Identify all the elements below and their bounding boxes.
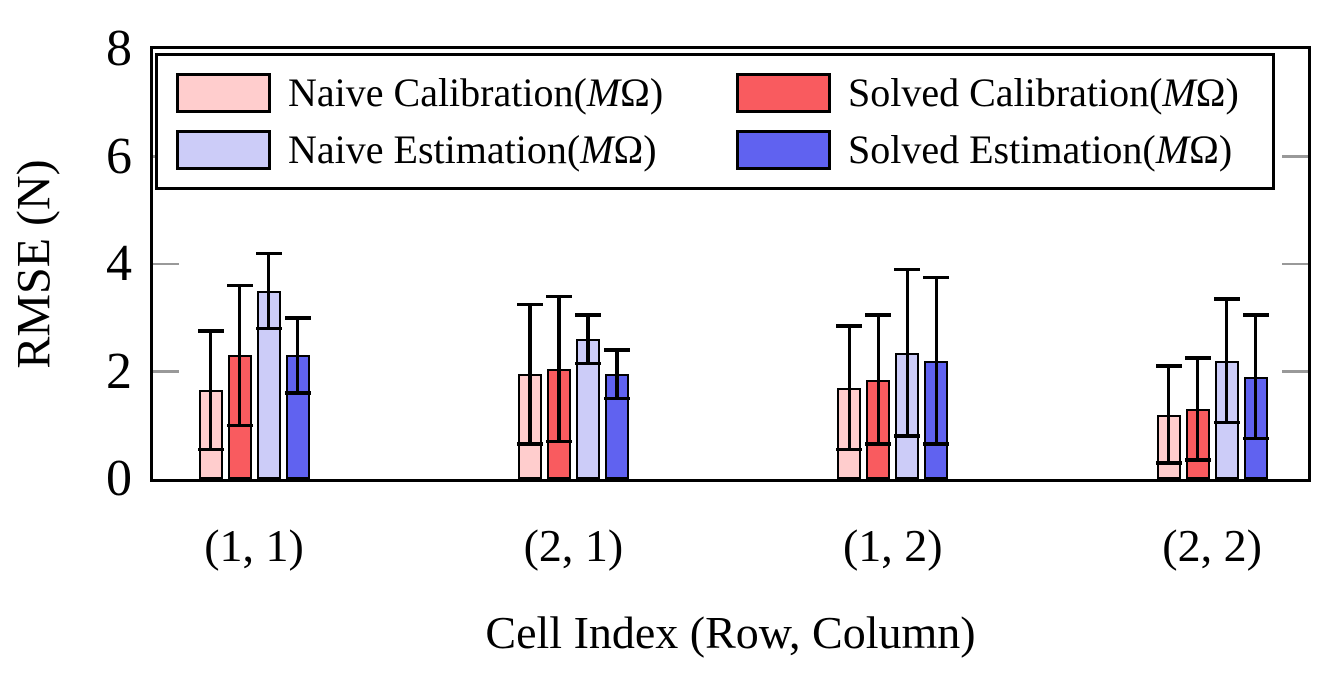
error-bar-cap-bottom	[1242, 436, 1269, 441]
error-bar-cap-top	[894, 267, 921, 272]
y-tick-label: 4	[106, 235, 132, 292]
legend-label: Naive Calibration(MΩ)	[288, 70, 664, 115]
error-bar-cap-top	[923, 275, 950, 280]
y-tick-label: 6	[106, 127, 132, 185]
y-tick-mark-right	[1282, 370, 1308, 373]
legend-swatch	[736, 73, 831, 113]
y-tick-label: 8	[106, 20, 132, 77]
y-tick-mark-left	[153, 262, 179, 266]
error-bar-cap-bottom	[894, 434, 921, 438]
error-bar-cap-top	[1155, 364, 1182, 368]
plot-area: Naive Calibration(MΩ) Solved Calibration(…	[150, 46, 1311, 482]
error-bar-line	[615, 350, 619, 399]
error-bar-line	[1195, 358, 1200, 461]
error-bar-line	[586, 315, 590, 364]
error-bar-cap-top	[226, 283, 253, 288]
error-bar-cap-top	[574, 313, 601, 317]
error-bar-cap-bottom	[226, 423, 253, 427]
x-tick-label: (1, 1)	[204, 520, 304, 571]
error-bar-cap-bottom	[923, 442, 950, 446]
error-bar-cap-top	[1242, 313, 1269, 317]
error-bar-cap-top	[603, 348, 630, 352]
legend-label: Solved Calibration(MΩ)	[848, 70, 1239, 115]
error-bar-cap-top	[545, 294, 572, 298]
error-bar-cap-top	[1184, 356, 1211, 360]
error-bar-cap-bottom	[1184, 458, 1211, 462]
error-bar-line	[905, 269, 910, 436]
x-tick-label: (1, 2)	[842, 520, 943, 571]
error-bar-line	[934, 277, 939, 445]
legend-item: Naive Estimation(MΩ)	[176, 130, 736, 170]
error-bar-line	[557, 296, 561, 442]
error-bar-cap-bottom	[516, 442, 543, 446]
error-bar-cap-bottom	[836, 447, 863, 452]
legend-item: Naive Calibration(MΩ)	[176, 73, 736, 113]
error-bar-line	[295, 317, 300, 393]
error-bar-line	[266, 253, 271, 329]
error-bar-line	[847, 325, 852, 450]
legend-swatch	[176, 130, 271, 170]
legend-label: Solved Estimation(MΩ)	[848, 127, 1233, 172]
error-bar-cap-top	[865, 313, 892, 317]
error-bar-cap-bottom	[1155, 461, 1182, 465]
legend-swatch	[176, 73, 271, 113]
x-axis-title: Cell Index (Row, Column)	[485, 607, 976, 658]
error-bar-cap-top	[1213, 297, 1240, 301]
legend: Naive Calibration(MΩ) Solved Calibration(…	[155, 53, 1275, 190]
error-bar-line	[1224, 298, 1229, 423]
error-bar-cap-bottom	[545, 439, 572, 444]
y-tick-mark-right	[1282, 262, 1308, 266]
error-bar-cap-bottom	[574, 361, 601, 366]
x-tick-label: (2, 2)	[1162, 520, 1262, 571]
error-bar-cap-bottom	[197, 447, 224, 452]
legend-item: Solved Estimation(MΩ)	[736, 130, 1290, 170]
error-bar-line	[876, 315, 881, 445]
error-bar-cap-top	[836, 324, 863, 328]
y-tick-label: 0	[106, 450, 132, 507]
error-bar-line	[528, 304, 532, 445]
x-tick-label: (2, 1)	[523, 520, 624, 571]
error-bar-cap-top	[197, 329, 224, 333]
error-bar-cap-top	[284, 316, 311, 320]
error-bar-cap-bottom	[284, 391, 311, 395]
legend-item: Solved Calibration(MΩ)	[736, 73, 1290, 113]
error-bar-cap-top	[255, 251, 282, 255]
error-bar-cap-bottom	[603, 396, 630, 401]
error-bar-cap-top	[516, 302, 543, 307]
error-bar-line	[1253, 315, 1258, 439]
error-bar-cap-bottom	[865, 442, 892, 446]
y-tick-mark-right	[1282, 155, 1308, 158]
error-bar-cap-bottom	[1213, 420, 1240, 425]
y-tick-label: 2	[106, 342, 132, 400]
error-bar-line	[1166, 366, 1171, 463]
legend-label: Naive Estimation(MΩ)	[288, 127, 657, 172]
y-tick-mark-left	[153, 370, 179, 373]
error-bar-line	[208, 331, 213, 450]
legend-swatch	[736, 130, 831, 170]
error-bar-cap-bottom	[255, 326, 282, 331]
error-bar-line	[237, 285, 242, 426]
